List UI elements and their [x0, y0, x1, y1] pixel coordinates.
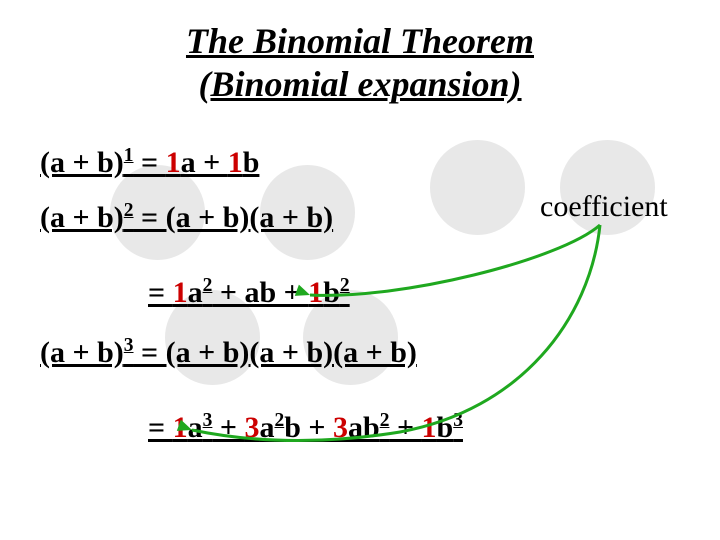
eq-part: 1 [422, 411, 437, 444]
eq-part: + [212, 411, 244, 444]
eq-part: ab [348, 411, 380, 444]
eq-part: (a + b) [40, 336, 124, 369]
eq-part: 1 [166, 146, 181, 179]
eq-part: = [148, 411, 173, 444]
eq-part: 1 [173, 411, 188, 444]
eq-part: 3 [124, 335, 134, 356]
bg-circle [430, 140, 525, 235]
eq-part: = (a + b)(a + b)(a + b) [134, 336, 417, 369]
eq3b: = 1a3 + 3a2b + 3ab2 + 1b3 [148, 410, 463, 445]
eq-part: 2 [380, 410, 390, 431]
eq-part: = (a + b)(a + b) [134, 201, 334, 234]
eq-part: + ab + [212, 276, 308, 309]
eq-part: 1 [173, 276, 188, 309]
eq-part: a [259, 411, 274, 444]
eq-part: 2 [340, 275, 350, 296]
eq-part: b [437, 411, 454, 444]
eq-part: + [389, 411, 421, 444]
eq-part: (a + b) [40, 146, 124, 179]
eq2b: = 1a2 + ab + 1b2 [148, 275, 350, 310]
slide: The Binomial Theorem (Binomial expansion… [0, 0, 720, 540]
eq-part: 2 [203, 275, 213, 296]
eq-part: 3 [453, 410, 463, 431]
eq-part: b + [284, 411, 333, 444]
eq-part: 2 [274, 410, 284, 431]
eq-part: a [188, 411, 203, 444]
eq-part: = [134, 146, 166, 179]
eq1: (a + b)1 = 1a + 1b [40, 145, 259, 180]
title-line2: (Binomial expansion) [110, 63, 610, 106]
eq2: (a + b)2 = (a + b)(a + b) [40, 200, 333, 235]
eq-part: a + [181, 146, 228, 179]
eq3: (a + b)3 = (a + b)(a + b)(a + b) [40, 335, 417, 370]
coefficient-label: coefficient [540, 190, 668, 224]
eq-part: 1 [228, 146, 243, 179]
eq-part: 1 [308, 276, 323, 309]
eq-part: 3 [203, 410, 213, 431]
eq-part: 3 [244, 411, 259, 444]
eq-part: b [323, 276, 340, 309]
eq-part: (a + b) [40, 201, 124, 234]
title-line1: The Binomial Theorem [110, 20, 610, 63]
eq-part: 2 [124, 200, 134, 221]
slide-title: The Binomial Theorem (Binomial expansion… [30, 20, 690, 106]
eq-part: a [188, 276, 203, 309]
eq-part: = [148, 276, 173, 309]
eq-part: 1 [124, 145, 134, 166]
eq-part: b [243, 146, 260, 179]
arrow-path [310, 225, 600, 295]
eq-part: 3 [333, 411, 348, 444]
